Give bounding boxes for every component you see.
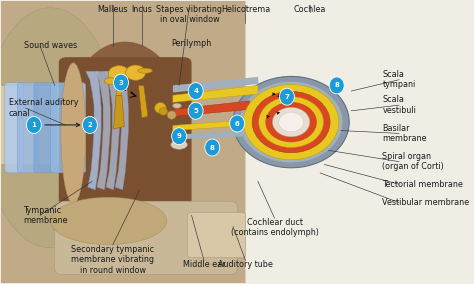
Text: Scala
tympani: Scala tympani [383,70,416,89]
Text: Tectorial membrane: Tectorial membrane [383,180,463,189]
Text: 6: 6 [235,120,239,126]
FancyArrowPatch shape [282,97,284,99]
Ellipse shape [138,68,152,73]
Text: External auditory
canal: External auditory canal [9,98,79,118]
FancyBboxPatch shape [34,83,57,173]
Text: 1: 1 [31,122,36,128]
Ellipse shape [273,107,310,137]
Text: 2: 2 [88,122,92,128]
Ellipse shape [188,83,203,99]
Ellipse shape [329,77,344,94]
Ellipse shape [108,66,130,83]
Polygon shape [173,101,250,116]
Ellipse shape [50,197,167,245]
Polygon shape [173,131,247,140]
Ellipse shape [188,102,203,119]
Ellipse shape [159,108,167,115]
Ellipse shape [252,91,330,153]
Text: Secondary tympanic
membrane vibrating
in round window: Secondary tympanic membrane vibrating in… [71,245,154,275]
FancyBboxPatch shape [0,85,100,164]
Ellipse shape [155,103,166,114]
Polygon shape [113,71,128,190]
Ellipse shape [243,84,339,160]
Ellipse shape [27,116,41,133]
Ellipse shape [0,0,217,276]
Text: Helicotrema: Helicotrema [221,5,270,14]
Ellipse shape [61,63,86,204]
Ellipse shape [104,78,117,85]
Polygon shape [95,71,110,190]
Ellipse shape [63,42,187,225]
FancyBboxPatch shape [55,201,237,275]
Text: 8: 8 [334,82,339,88]
FancyBboxPatch shape [67,83,86,173]
Polygon shape [173,120,247,131]
FancyBboxPatch shape [50,83,71,173]
Text: Auditory tube: Auditory tube [218,260,273,270]
Ellipse shape [114,74,128,91]
Text: Perilymph: Perilymph [172,39,212,47]
Text: 7: 7 [284,94,290,100]
Text: Tympanic
membrane: Tympanic membrane [24,206,68,225]
Ellipse shape [126,65,146,80]
Ellipse shape [259,97,323,147]
Ellipse shape [265,102,317,142]
Text: Sound waves: Sound waves [24,41,77,50]
FancyBboxPatch shape [187,212,246,258]
Text: Vestibular membrane: Vestibular membrane [383,198,470,207]
Ellipse shape [0,8,117,248]
Ellipse shape [230,115,245,132]
Text: 8: 8 [210,145,215,151]
Text: Basilar
membrane: Basilar membrane [383,124,427,143]
Polygon shape [86,71,101,190]
Text: Incus: Incus [131,5,152,14]
Polygon shape [173,85,258,102]
Text: Scala
vestibuli: Scala vestibuli [383,95,416,115]
FancyArrowPatch shape [277,112,279,114]
FancyArrowPatch shape [278,94,280,97]
Text: Stapes vibrating
in oval window: Stapes vibrating in oval window [156,5,222,24]
Ellipse shape [171,140,187,149]
Polygon shape [104,71,119,190]
Text: 5: 5 [193,108,198,114]
FancyBboxPatch shape [5,83,24,173]
FancyArrowPatch shape [266,116,269,118]
Text: Cochlea: Cochlea [293,5,326,14]
Text: Malleus: Malleus [98,5,128,14]
Text: Spiral organ
(organ of Corti): Spiral organ (organ of Corti) [383,152,444,171]
Ellipse shape [233,76,349,168]
Polygon shape [173,77,259,93]
Polygon shape [116,87,122,95]
FancyBboxPatch shape [0,0,246,284]
Ellipse shape [172,128,187,145]
Ellipse shape [280,88,294,105]
Text: 9: 9 [177,133,182,139]
Ellipse shape [167,111,176,119]
Ellipse shape [240,82,343,162]
Ellipse shape [279,112,303,132]
Text: Middle ear: Middle ear [183,260,225,270]
FancyBboxPatch shape [59,57,191,227]
Text: Cochlear duct
(contains endolymph): Cochlear duct (contains endolymph) [230,218,319,237]
Polygon shape [114,95,124,129]
Ellipse shape [205,139,220,156]
Text: 3: 3 [118,80,123,85]
Text: 4: 4 [193,88,198,94]
Ellipse shape [82,116,97,133]
Ellipse shape [173,103,182,108]
Polygon shape [138,85,148,118]
FancyArrowPatch shape [272,93,275,95]
FancyBboxPatch shape [17,83,38,173]
